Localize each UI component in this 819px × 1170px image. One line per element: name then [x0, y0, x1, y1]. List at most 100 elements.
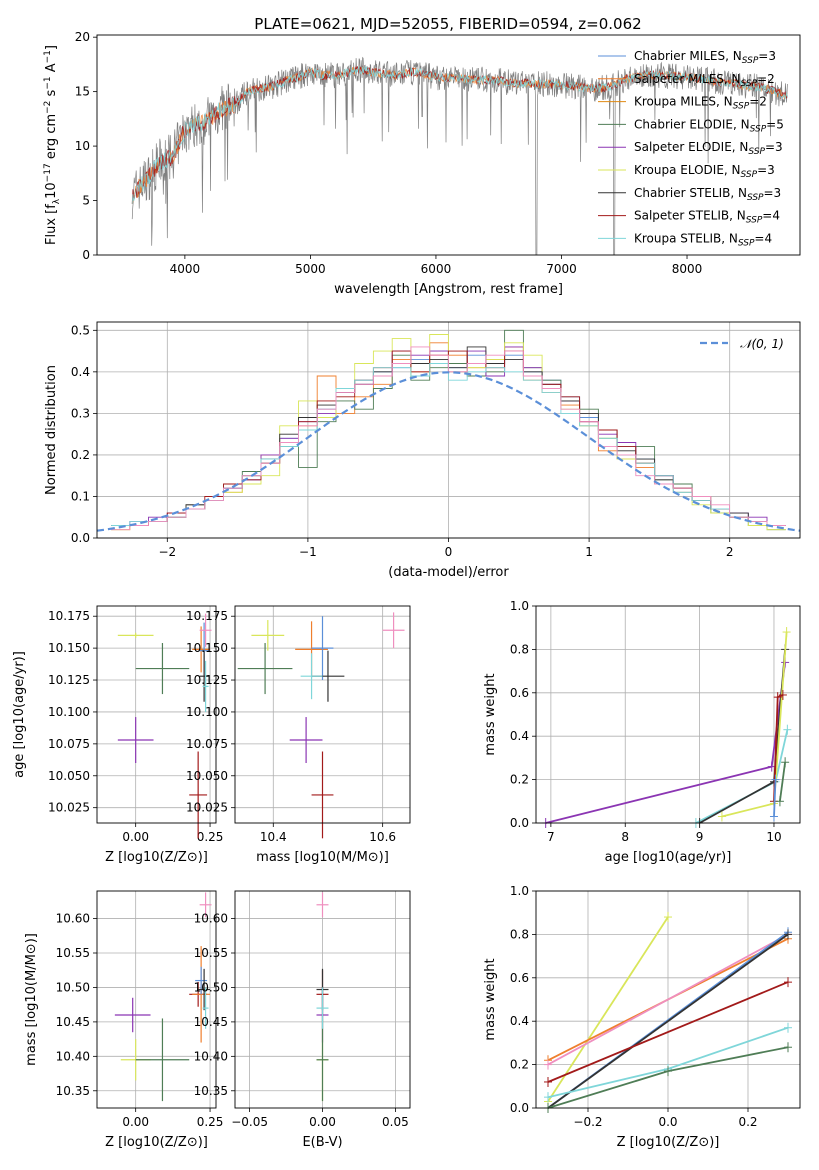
- x-tick-label: 8: [621, 830, 629, 844]
- legend-label: Salpeter MILES, NSSP=2: [634, 72, 775, 89]
- y-tick-label: 15: [75, 85, 90, 99]
- model-spectrum-line: [131, 65, 788, 204]
- y-tick-label: 0.0: [510, 816, 529, 830]
- y-tick-label: 10.050: [48, 769, 90, 783]
- y-axis-label: Normed distribution: [44, 365, 59, 495]
- legend-text: Chabrier STELIB, N: [634, 186, 747, 200]
- x-axis-label: Z [log10(Z/Z⊙)]: [617, 1135, 720, 1150]
- y-tick-label: 0.2: [71, 448, 90, 462]
- weight-line: [545, 662, 786, 824]
- y-axis-label-part: ]: [44, 45, 59, 50]
- axes-frame: [535, 890, 801, 1109]
- x-tick-label: 10: [766, 830, 781, 844]
- y-axis-label: age [log10(age/yr)]: [12, 651, 27, 778]
- x-tick-label: 4000: [170, 262, 201, 276]
- y-tick-label: 0.6: [510, 686, 529, 700]
- weight-line: [547, 981, 789, 1083]
- model-spectrum-line: [131, 65, 788, 204]
- y-axis-label-part: 10: [44, 182, 59, 199]
- weight-line: [547, 933, 789, 1109]
- y-tick-label: 10.125: [186, 673, 228, 687]
- y-tick-label: 0.0: [71, 531, 90, 545]
- x-tick-label: 0.2: [738, 1115, 757, 1129]
- y-tick-label: 0: [82, 248, 90, 262]
- x-axis-label: mass [log10(M/M⊙)]: [256, 850, 389, 865]
- legend-text: Salpeter STELIB, N: [634, 209, 746, 223]
- legend-label: Kroupa STELIB, NSSP=4: [634, 231, 772, 248]
- y-axis-label-part: erg cm: [44, 114, 59, 163]
- y-axis-label-part: −1: [43, 50, 53, 63]
- y-tick-label: 10.60: [194, 912, 228, 926]
- y-axis-label-part: Flux [f: [44, 204, 59, 245]
- y-tick-label: 10.175: [186, 609, 228, 623]
- y-tick-label: 0.3: [71, 406, 90, 420]
- legend-subscript: SSP: [747, 193, 764, 203]
- spectrum-data-line: [131, 56, 788, 255]
- y-tick-label: 10.150: [48, 641, 90, 655]
- x-tick-label: 0.0: [658, 1115, 677, 1129]
- y-axis-label-part: −17: [43, 163, 53, 182]
- x-axis-label: age [log10(age/yr)]: [605, 850, 732, 865]
- y-tick-label: 10.40: [194, 1049, 228, 1063]
- y-axis-label: mass [log10(M/M⊙)]: [24, 933, 39, 1066]
- y-tick-label: 10.075: [186, 737, 228, 751]
- legend-subscript: SSP: [733, 102, 750, 112]
- y-axis-label-part: −2: [43, 101, 53, 114]
- y-axis-label: mass weight: [483, 958, 498, 1040]
- legend-text: Kroupa ELODIE, N: [634, 163, 741, 177]
- y-tick-label: 0.4: [510, 1014, 529, 1028]
- x-tick-label: 7: [547, 830, 555, 844]
- x-tick-label: 0.00: [309, 1115, 336, 1129]
- legend-subscript: SSP: [748, 147, 765, 157]
- legend-suffix: =3: [764, 186, 782, 200]
- x-axis-label: E(B-V): [302, 1135, 342, 1150]
- x-tick-label: 1: [585, 545, 593, 559]
- y-tick-label: 0.0: [510, 1101, 529, 1115]
- legend-label: Chabrier MILES, NSSP=3: [634, 49, 776, 66]
- y-tick-label: 0.5: [71, 323, 90, 337]
- y-tick-label: 10.175: [48, 609, 90, 623]
- legend-subscript: SSP: [741, 79, 758, 89]
- x-tick-label: −2: [158, 545, 176, 559]
- y-tick-label: 0.8: [510, 642, 529, 656]
- legend-label: Kroupa ELODIE, NSSP=3: [634, 163, 775, 180]
- axes-frame: [234, 890, 411, 1109]
- y-tick-label: 10.60: [56, 912, 90, 926]
- x-tick-label: 9: [696, 830, 704, 844]
- y-tick-label: 10.100: [48, 705, 90, 719]
- x-tick-label: 0.25: [197, 1115, 224, 1129]
- legend-suffix: =5: [766, 117, 784, 131]
- legend-suffix: =3: [757, 163, 775, 177]
- y-tick-label: 10.025: [48, 801, 90, 815]
- y-axis-label-part: −1: [43, 76, 53, 89]
- y-axis-label: Flux [fλ​10−17​ erg cm−2​ s−1​ A−1​]: [43, 45, 62, 245]
- weight-line: [779, 762, 786, 802]
- legend-subscript: SSP: [738, 238, 755, 248]
- legend-text: Chabrier ELODIE, N: [634, 117, 750, 131]
- x-tick-label: 0.25: [197, 830, 224, 844]
- x-tick-label: −0.05: [231, 1115, 268, 1129]
- y-tick-label: 0.6: [510, 971, 529, 985]
- x-tick-label: 0.00: [122, 1115, 149, 1129]
- x-tick-label: 2: [726, 545, 734, 559]
- y-tick-label: 10.35: [194, 1084, 228, 1098]
- legend-suffix: =2: [757, 72, 775, 86]
- legend-text: Kroupa MILES, N: [634, 95, 733, 109]
- x-tick-label: 7000: [546, 262, 577, 276]
- y-tick-label: 0.4: [71, 365, 90, 379]
- x-tick-label: 0: [445, 545, 453, 559]
- y-tick-label: 5: [82, 194, 90, 208]
- y-tick-label: 10.50: [56, 980, 90, 994]
- legend-label: Salpeter STELIB, NSSP=4: [634, 209, 780, 226]
- legend-label: Chabrier ELODIE, NSSP=5: [634, 117, 784, 134]
- axes-frame: [234, 605, 411, 824]
- x-tick-label: −0.2: [573, 1115, 602, 1129]
- legend-subscript: SSP: [746, 216, 763, 226]
- y-tick-label: 10.150: [186, 641, 228, 655]
- y-tick-label: 10.075: [48, 737, 90, 751]
- x-tick-label: 10.4: [260, 830, 287, 844]
- y-tick-label: 10.050: [186, 769, 228, 783]
- x-tick-label: 5000: [295, 262, 326, 276]
- legend-label: 𝒩(0, 1): [740, 337, 784, 351]
